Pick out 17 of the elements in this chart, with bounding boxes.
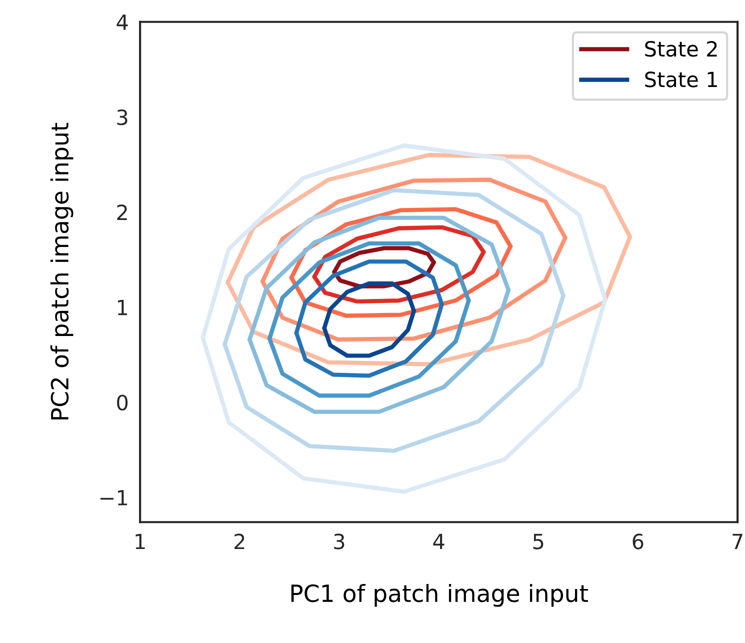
y-tick-label: 4 (116, 14, 128, 30)
legend-label: State 2 (645, 40, 717, 57)
x-tick-label: 3 (334, 534, 344, 550)
y-tick-label: −1 (100, 490, 128, 506)
y-tick-label: 1 (118, 300, 128, 316)
y-tick-label: 0 (117, 394, 128, 410)
y-tick-label: 3 (117, 109, 128, 126)
x-tick-label: 7 (732, 534, 742, 550)
legend-label: State 1 (645, 72, 717, 88)
x-axis-title: PC1 of patch image input (291, 584, 588, 607)
y-tick-label: 2 (117, 204, 127, 220)
x-tick-label: 2 (234, 534, 244, 550)
x-tick-label: 5 (533, 534, 544, 550)
x-tick-label: 1 (136, 534, 145, 550)
y-axis-title: PC2 of patch image input (50, 122, 74, 420)
x-tick-label: 4 (433, 534, 444, 550)
x-tick-label: 6 (632, 534, 644, 550)
